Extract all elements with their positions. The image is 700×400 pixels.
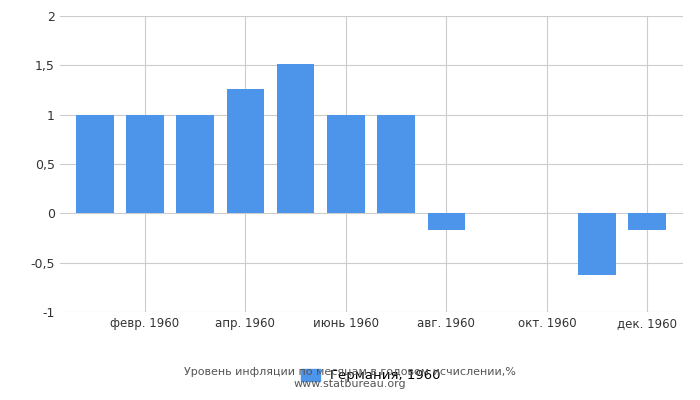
Bar (428, 213, 466, 230)
Text: Уровень инфляции по месяцам в годовом исчислении,%: Уровень инфляции по месяцам в годовом ис… (184, 367, 516, 377)
Bar (327, 115, 365, 213)
Bar (629, 213, 666, 230)
Bar (126, 115, 164, 213)
Legend: Германия, 1960: Германия, 1960 (301, 369, 441, 382)
Bar (578, 213, 616, 276)
Text: www.statbureau.org: www.statbureau.org (294, 379, 406, 389)
Bar (276, 64, 314, 213)
Bar (227, 89, 264, 213)
Bar (377, 115, 415, 213)
Bar (176, 115, 214, 213)
Bar (76, 115, 113, 213)
